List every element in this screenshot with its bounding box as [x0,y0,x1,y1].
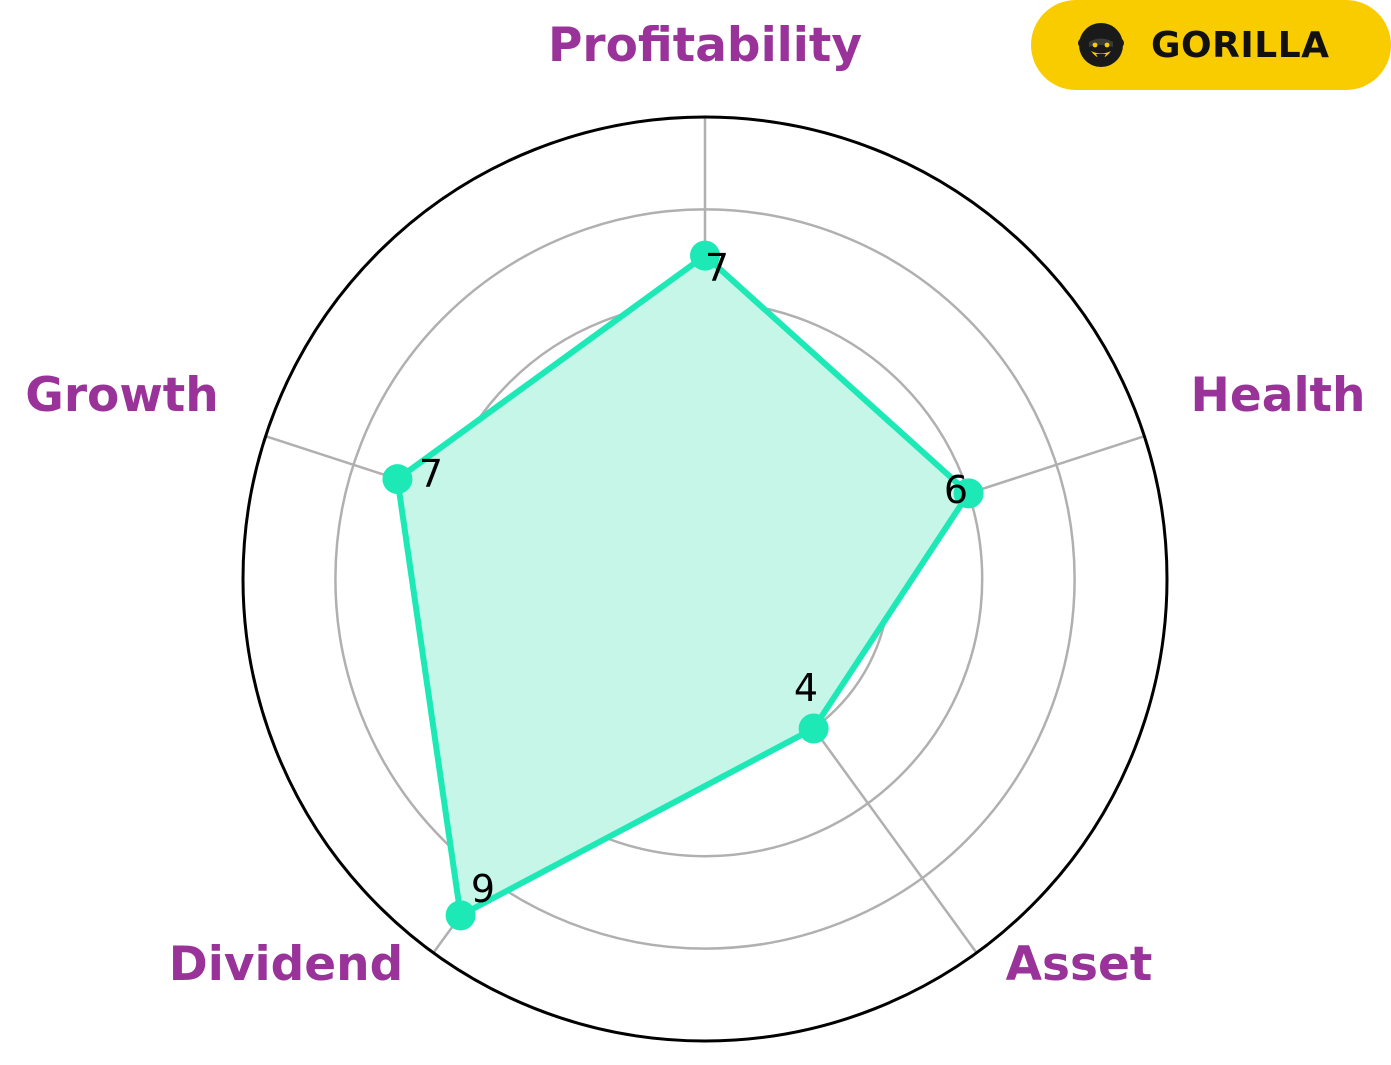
axis-label-profitability: Profitability [548,18,862,73]
series-line [394,252,972,919]
radar-labels: Profitability Health Asset Dividend Grow… [25,18,1365,992]
radar-series [382,240,984,931]
gorilla-face-icon [1078,23,1124,67]
value-label-dividend: 9 [471,867,495,911]
brand-name: GORILLA [1151,24,1330,66]
data-point-asset [798,713,829,744]
value-label-asset: 4 [794,666,818,710]
data-point-growth [382,464,413,495]
value-label-profitability: 7 [705,246,729,290]
axis-label-health: Health [1191,368,1366,423]
axis-label-growth: Growth [25,368,218,423]
value-label-health: 6 [944,468,968,512]
value-label-growth: 7 [419,452,443,496]
data-point-profitability [690,240,720,271]
data-point-health [953,478,984,509]
axis-label-asset: Asset [1006,937,1153,992]
outer-ring [241,115,1169,1043]
gorilla-brand-badge: GORILLA [1031,0,1391,90]
series-area [397,255,969,916]
axis-label-dividend: Dividend [169,937,404,992]
data-point-dividend [445,900,476,931]
